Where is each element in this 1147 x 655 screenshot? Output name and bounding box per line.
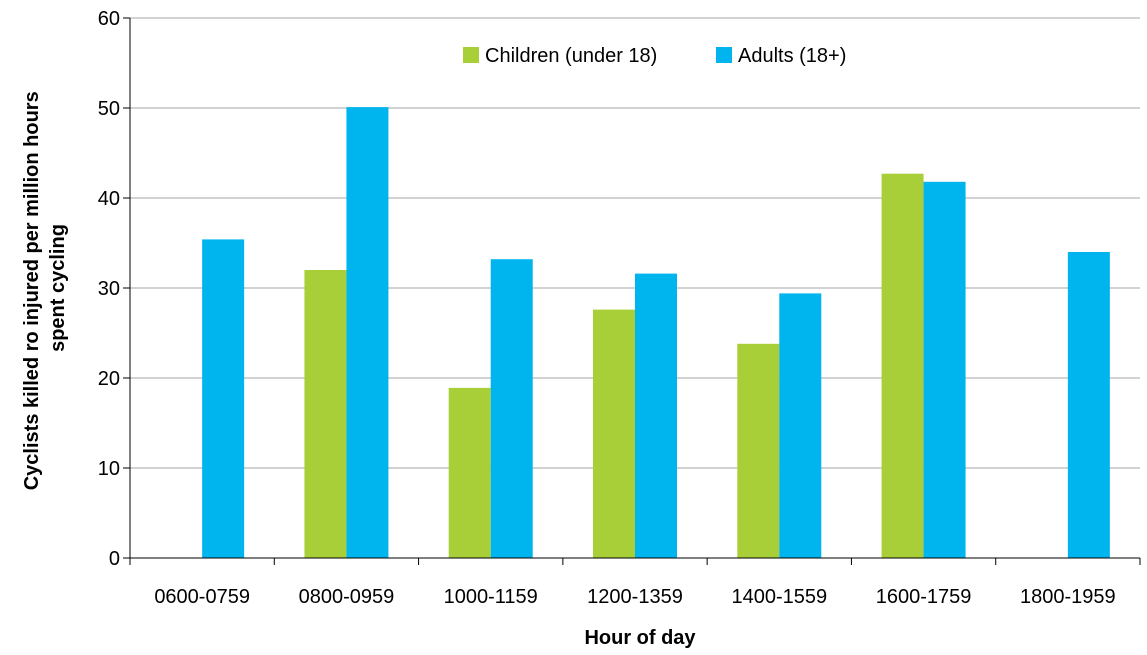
- bar-adults-1400-1559: [779, 293, 822, 558]
- x-tick-label: 1800-1959: [1020, 586, 1116, 608]
- bar-children-1600-1759: [881, 173, 924, 558]
- legend: Children (under 18) Adults (18+): [463, 45, 846, 67]
- bar-children-1200-1359: [593, 309, 635, 558]
- y-axis-title-line-2: spent cycling: [47, 224, 69, 352]
- bar-children-0800-0959: [304, 270, 347, 558]
- legend-label: Children (under 18): [485, 45, 657, 67]
- bar-adults-1800-1959: [1067, 252, 1110, 558]
- y-tick-label: 50: [98, 98, 120, 120]
- y-tick-label: 0: [109, 548, 120, 570]
- bar-adults-0800-0959: [346, 107, 389, 558]
- y-tick-labels: 0 10 20 30 40 50 60: [98, 8, 130, 570]
- x-tick-label: 0600-0759: [154, 586, 250, 608]
- legend-label: Adults (18+): [738, 45, 846, 67]
- y-tick-label: 40: [98, 188, 120, 210]
- y-axis-title: Cyclists killed ro injured per million h…: [21, 86, 69, 491]
- y-tick-label: 20: [98, 368, 120, 390]
- bar-adults-1200-1359: [635, 273, 677, 558]
- y-axis-title-line-1: Cyclists killed ro injured per million h…: [21, 91, 43, 490]
- bar-children-1400-1559: [737, 343, 780, 558]
- y-tick-label: 10: [98, 458, 120, 480]
- bars: [202, 107, 1110, 559]
- y-tick-label: 60: [98, 8, 120, 30]
- bar-adults-1000-1159: [490, 259, 533, 558]
- legend-swatch: [463, 47, 479, 63]
- y-tick-label: 30: [98, 278, 120, 300]
- bar-adults-1600-1759: [923, 181, 966, 559]
- x-tick-labels: 0600-0759 0800-0959 1000-1159 1200-1359 1400…: [129, 558, 1141, 608]
- x-tick-label: 1600-1759: [876, 586, 972, 608]
- x-axis-title: Hour of day: [584, 627, 696, 649]
- x-tick-label: 1000-1159: [444, 586, 538, 608]
- x-tick-label: 1200-1359: [587, 586, 683, 608]
- legend-swatch: [716, 47, 732, 63]
- x-tick-label: 0800-0959: [299, 586, 395, 608]
- bar-children-1000-1159: [448, 387, 491, 558]
- bar-adults-0600-0759: [202, 239, 245, 558]
- x-tick-label: 1400-1559: [731, 586, 827, 608]
